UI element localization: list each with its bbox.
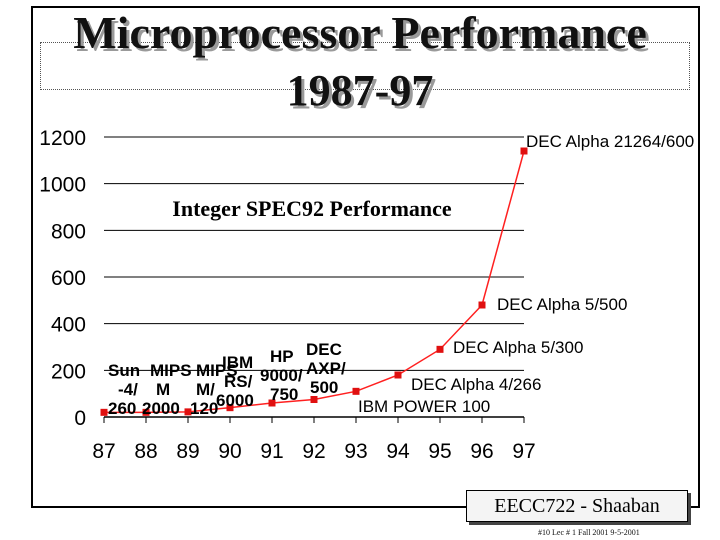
y-tick-label-600: 600 <box>51 267 86 290</box>
title-band <box>40 42 690 90</box>
x-tick-label-95: 95 <box>428 440 451 463</box>
annotation-ibm-rs6000-line-2: 6000 <box>216 391 254 410</box>
slide-frame <box>31 6 700 508</box>
axes <box>103 416 525 423</box>
x-tick-label-92: 92 <box>302 440 325 463</box>
y-tick-label-400: 400 <box>51 314 86 337</box>
annotation-alpha-5-500-line-0: DEC Alpha 5/500 <box>497 295 627 314</box>
y-tick-label-1000: 1000 <box>39 174 86 197</box>
annotation-hp-9000-line-1: 9000/ <box>260 366 303 385</box>
grid-lines <box>104 136 524 371</box>
data-point-93 <box>352 387 360 395</box>
annotation-alpha-5-300-line-0: DEC Alpha 5/300 <box>453 338 583 357</box>
data-point-87 <box>100 408 108 416</box>
x-tick-label-88: 88 <box>134 440 157 463</box>
course-footer-label: EECC722 - Shaaban <box>494 495 660 517</box>
data-point-96 <box>478 301 486 309</box>
data-point-92 <box>310 396 318 403</box>
annotation-ibm-power-line-0: IBM POWER 100 <box>358 397 490 416</box>
data-point-90 <box>226 404 234 412</box>
x-tick-label-89: 89 <box>176 440 199 463</box>
slide-title-line2: 1987-97 <box>286 66 434 115</box>
x-tick-labels: 87 88 89 90 91 92 93 94 95 96 97 <box>92 440 535 463</box>
footer-note: #10 Lec # 1 Fall 2001 9-5-2001 <box>538 528 640 537</box>
chart-title: Integer SPEC92 Performance <box>172 196 452 221</box>
y-tick-label-1200: 1200 <box>39 127 86 150</box>
annotation-mips-m2000-line-2: 2000 <box>142 399 180 418</box>
x-tick-label-90: 90 <box>218 440 241 463</box>
x-tick-label-97: 97 <box>512 440 535 463</box>
annotation-mips-m120-line-0: MIPS <box>196 361 238 380</box>
annotation-mips-m2000-line-1: M <box>156 380 170 399</box>
x-tick-label-94: 94 <box>386 440 410 463</box>
annotation-hp-9000-line-0: HP <box>270 347 294 366</box>
annotation-hp-9000-line-2: 750 <box>270 385 298 404</box>
annotation-alpha-21264-line-0: DEC Alpha 21264/600 <box>526 132 694 151</box>
data-point-91 <box>268 399 276 407</box>
point-annotations: Sun-4/260MIPSM2000MIPSM/120IBMRS/6000HP9… <box>108 132 694 418</box>
annotation-dec-axp-line-1: AXP/ <box>306 359 346 378</box>
annotation-sun-line-2: 260 <box>108 399 136 418</box>
slide-title-line1: Microprocessor Performance <box>73 7 647 58</box>
course-footer: EECC722 - Shaaban <box>466 490 688 522</box>
data-point-95 <box>436 345 444 353</box>
y-tick-label-200: 200 <box>51 360 86 383</box>
annotation-mips-m120-line-1: M/ <box>196 380 215 399</box>
y-tick-labels: 0 200 400 600 800 1000 1200 <box>39 127 86 430</box>
y-tick-label-800: 800 <box>51 220 86 243</box>
data-point-94 <box>394 371 402 379</box>
data-point-97 <box>520 147 528 155</box>
data-points <box>100 147 528 416</box>
annotation-dec-axp-line-0: DEC <box>306 340 342 359</box>
annotation-ibm-rs6000-line-1: RS/ <box>224 372 253 391</box>
data-point-89 <box>184 408 192 416</box>
annotation-ibm-rs6000-line-0: IBM <box>222 353 253 372</box>
data-point-88 <box>142 408 150 416</box>
x-tick-label-93: 93 <box>344 440 367 463</box>
annotation-sun-line-1: -4/ <box>118 380 138 399</box>
annotation-sun-line-0: Sun <box>108 361 140 380</box>
annotation-mips-m120-line-2: 120 <box>190 399 218 418</box>
x-tick-label-87: 87 <box>92 440 115 463</box>
annotation-dec-axp-line-2: 500 <box>310 378 338 397</box>
annotation-mips-m2000-line-0: MIPS <box>150 361 192 380</box>
y-tick-label-0: 0 <box>74 407 86 430</box>
annotation-alpha-4-266-line-0: DEC Alpha 4/266 <box>411 375 541 394</box>
x-tick-label-91: 91 <box>260 440 283 463</box>
x-tick-label-96: 96 <box>470 440 493 463</box>
